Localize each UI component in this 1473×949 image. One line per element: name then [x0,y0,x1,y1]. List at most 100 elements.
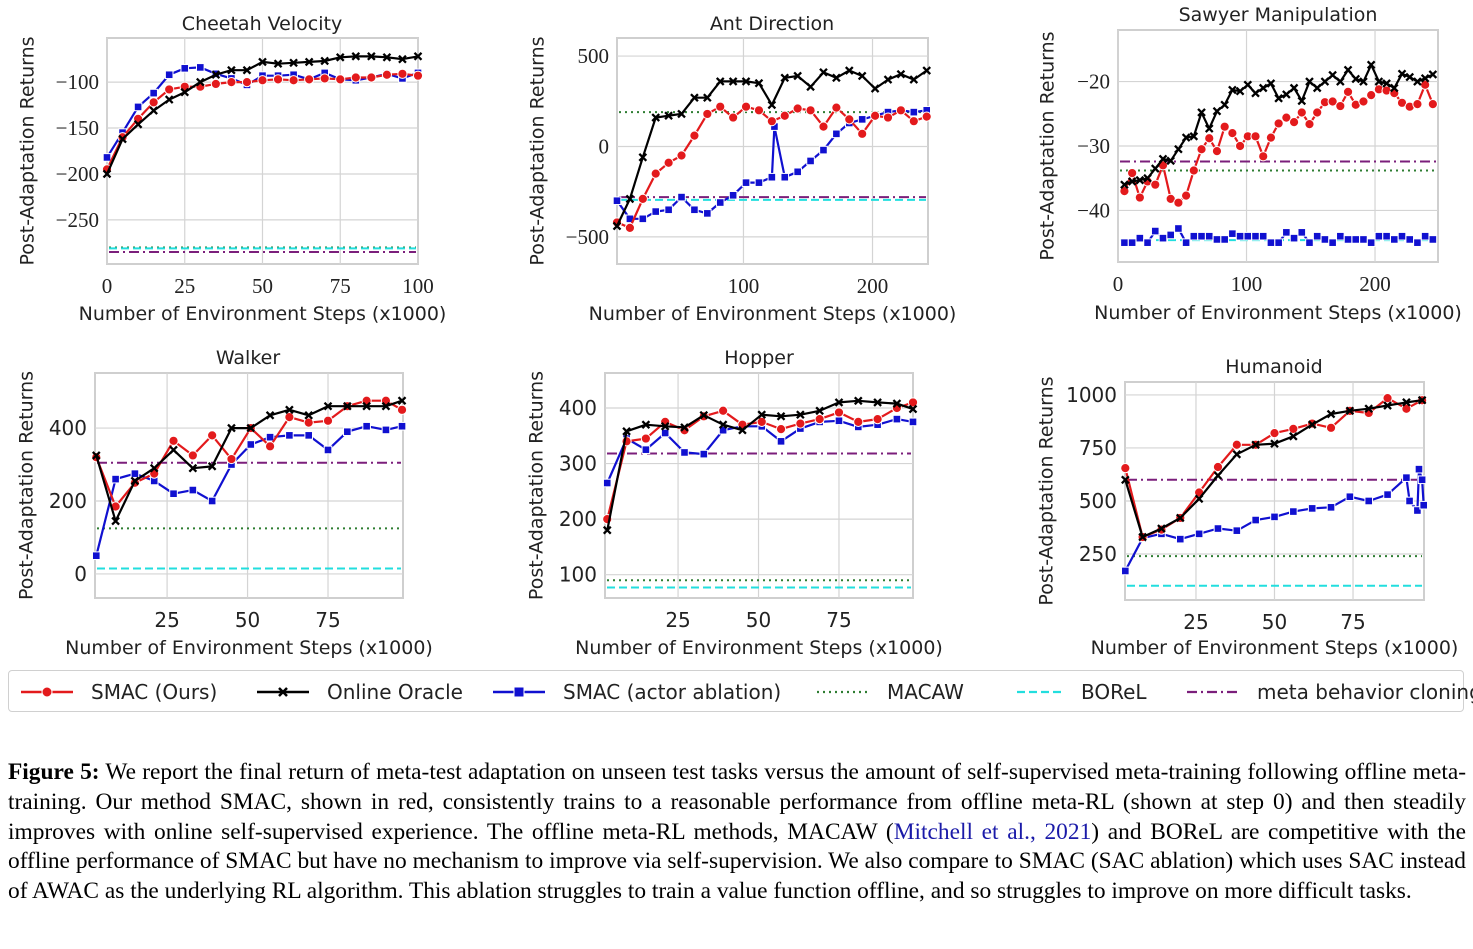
data-point [1366,89,1377,101]
data-point [853,396,863,406]
data-point [180,64,190,73]
data-point [1413,238,1422,247]
data-point [780,172,790,182]
data-point [638,214,648,224]
data-point [741,178,751,187]
data-point [149,88,158,98]
x-tick-label: 25 [665,608,690,632]
data-point [1181,238,1191,247]
data-point [831,102,842,113]
data-point [1251,440,1260,450]
cyan-dashed-line-icon [1017,690,1063,694]
data-point [1307,420,1317,429]
data-point [284,412,295,423]
data-point [767,172,777,182]
data-point [91,451,101,460]
data-point [1266,79,1276,88]
x-tick-label: 75 [1340,610,1365,634]
data-point [680,423,689,432]
data-point [265,410,275,420]
y-tick-label: 500 [578,44,610,68]
data-point [1228,229,1237,238]
x-tick-label: 50 [235,608,260,632]
data-point [1228,85,1237,95]
data-point [1289,507,1298,516]
data-point [1397,231,1407,241]
data-point [1232,449,1242,459]
chart-title: Hopper [724,347,794,369]
data-point [1305,238,1314,247]
data-point [815,406,824,416]
data-point [834,416,844,426]
legend: SMAC (Ours) Online Oracle SMAC (actor ab… [8,670,1473,713]
data-point [1325,422,1337,433]
data-point [908,417,918,427]
data-point [1307,504,1317,513]
data-point [1419,500,1428,510]
data-point [677,109,686,119]
data-point [398,54,407,64]
data-point [882,112,894,123]
purple-dashdot-line-icon [1187,690,1239,694]
data-point [1235,86,1245,96]
caption-text: We report the final return of meta-test … [8,759,1466,845]
y-axis-label: Post-Adaptation Returns [16,371,38,600]
data-point [91,551,101,560]
data-point [1312,83,1322,93]
data-point [1328,70,1337,80]
x-axis-label: Number of Environment Steps (x1000) [65,637,433,659]
legend-item-actor-ablation: SMAC (actor ablation) [491,671,781,713]
data-point [1127,238,1137,247]
data-point [210,78,221,90]
data-point [1343,65,1353,75]
data-point [1312,231,1322,241]
data-point [1304,118,1315,130]
data-point [796,410,805,419]
data-point [187,450,198,461]
data-point [892,399,902,408]
legend-item-borel: BOReL [1015,671,1147,713]
data-point [776,412,786,421]
data-point [1359,77,1368,86]
data-point [907,397,919,408]
legend-item-online-oracle: Online Oracle [255,671,463,713]
data-point [909,75,919,84]
data-point [1219,121,1230,132]
data-point [793,167,802,177]
data-point [304,431,314,440]
data-point [367,52,376,61]
data-point [702,108,713,120]
citation-link[interactable]: Mitchell et al., 2021 [893,818,1092,845]
data-point [381,401,391,411]
data-point [1158,154,1168,164]
data-point [366,72,377,83]
legend-label: BOReL [1081,680,1147,704]
data-point [873,398,882,407]
data-point [795,418,806,429]
data-point [819,145,828,155]
data-point [304,57,314,67]
data-point [246,440,256,449]
data-point [641,445,651,454]
data-point [1420,231,1430,241]
data-point [792,103,803,114]
data-point [1345,406,1355,416]
data-point [689,130,700,141]
data-point [1359,235,1368,244]
y-tick-label: −150 [56,116,99,140]
x-tick-label: 200 [857,274,889,298]
data-point [273,59,283,69]
data-point [1212,106,1222,116]
y-axis-label: Post-Adaptation Returns [1036,376,1058,605]
blue-square-line-icon [493,686,545,698]
data-point [1269,428,1280,439]
chart-title: Humanoid [1225,356,1323,378]
data-point [1289,83,1299,93]
data-point [362,421,371,431]
data-point [168,435,179,446]
data-point [117,132,128,143]
data-point [660,422,670,431]
data-point [1166,230,1175,240]
data-point [637,193,648,205]
data-point [1274,93,1283,103]
